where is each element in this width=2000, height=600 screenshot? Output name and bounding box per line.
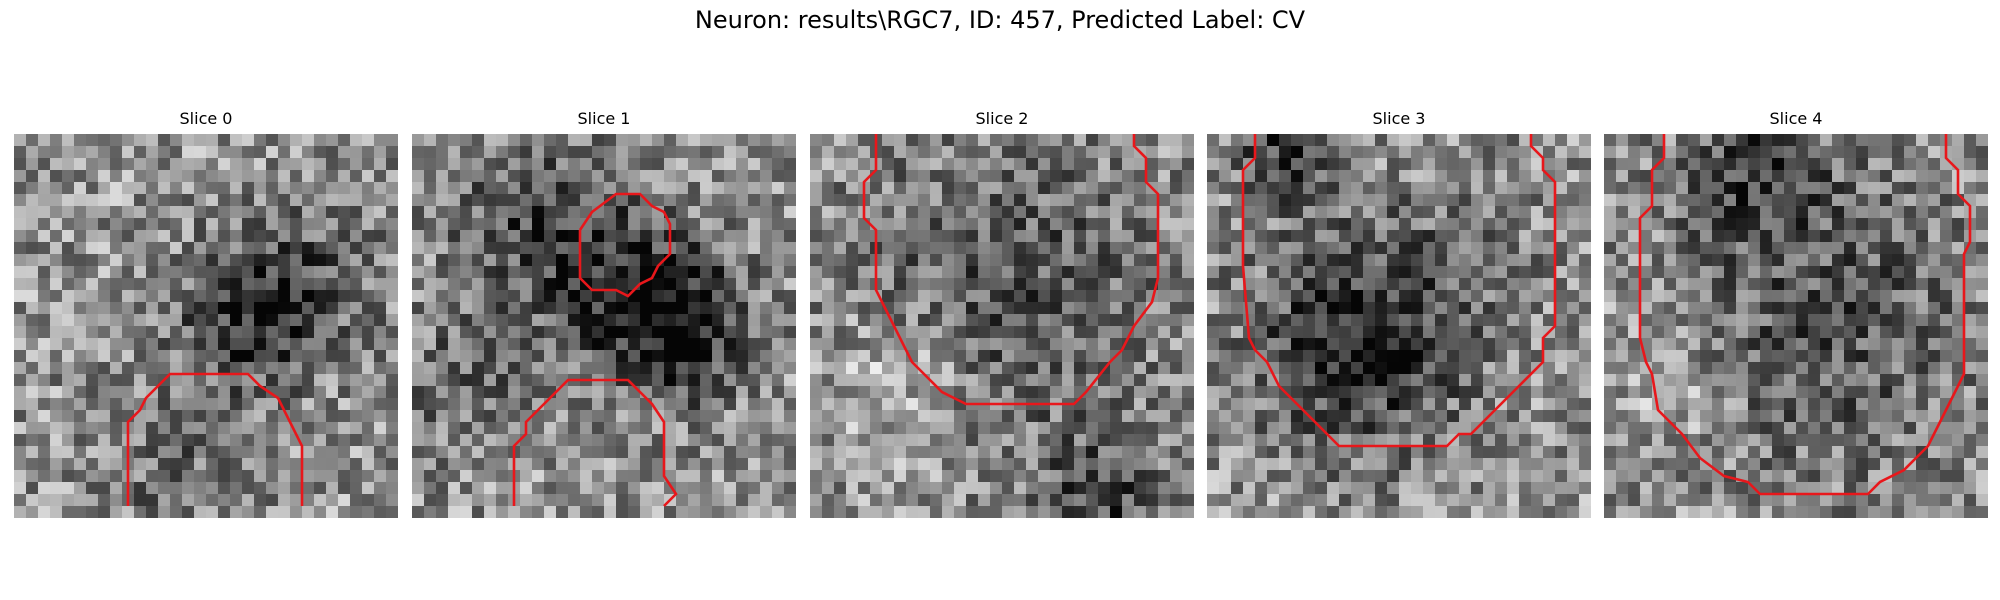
figure-title: Neuron: results\RGC7, ID: 457, Predicted… (694, 6, 1306, 34)
pixel-grid (14, 134, 398, 518)
cell-contour (512, 378, 678, 507)
pixel-grid (412, 134, 796, 518)
slice-panel-0: Slice 0 (14, 108, 398, 518)
slice-title: Slice 2 (975, 109, 1029, 128)
slice-image (412, 134, 796, 518)
slice-panel-3: Slice 3 (1207, 108, 1591, 518)
pixel-grid (810, 134, 1194, 518)
slice-panel-1: Slice 1 (412, 108, 796, 518)
pixel-grid (1604, 134, 1988, 518)
cell-contour (1638, 134, 1972, 496)
cell-contour (1241, 134, 1557, 448)
pixel-grid (1207, 134, 1591, 518)
slice-title: Slice 3 (1372, 109, 1426, 128)
slice-panel-4: Slice 4 (1604, 108, 1988, 518)
slice-image (1207, 134, 1591, 518)
slice-title: Slice 4 (1769, 109, 1823, 128)
slice-title: Slice 0 (179, 109, 233, 128)
cell-contour (862, 134, 1160, 406)
slice-image (14, 134, 398, 518)
slice-image (810, 134, 1194, 518)
slice-panel-2: Slice 2 (810, 108, 1194, 518)
cell-contour (578, 192, 672, 298)
slice-image (1604, 134, 1988, 518)
slice-title: Slice 1 (577, 109, 631, 128)
cell-contour (126, 372, 304, 506)
